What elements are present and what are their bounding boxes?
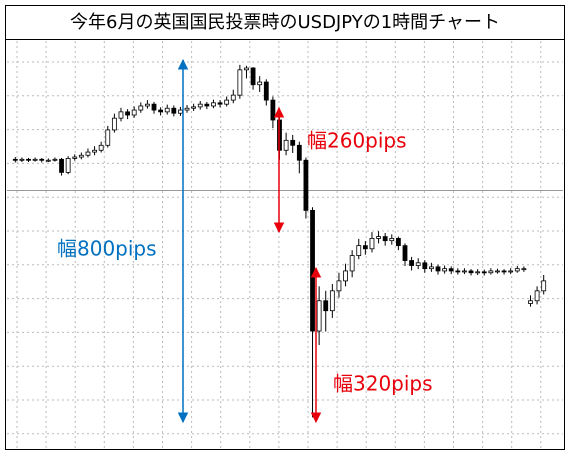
candle-body [336, 280, 342, 292]
candle-body [230, 94, 236, 101]
candle-body [395, 237, 401, 247]
candle-body [369, 237, 375, 250]
candle-body [362, 245, 368, 250]
candle-body [244, 67, 249, 71]
candle-body [442, 268, 448, 272]
candle-body [250, 67, 256, 86]
candle-body [462, 270, 467, 273]
candle-body [323, 300, 329, 312]
candle-body [343, 270, 348, 282]
candle-body [521, 268, 527, 271]
candle-body [138, 105, 144, 111]
candle-body [12, 158, 18, 161]
annotation: 幅320pips [333, 372, 433, 396]
candle-body [435, 266, 441, 272]
candle-body [329, 290, 335, 312]
candle-body [501, 270, 507, 273]
candle-body [495, 270, 500, 273]
candle-body [145, 103, 150, 107]
grid [7, 41, 563, 448]
candle-body [422, 262, 428, 270]
candle-body [19, 158, 25, 161]
candle-body [290, 139, 296, 146]
candle-body [98, 144, 104, 151]
candle-body [85, 151, 91, 156]
candle-body [52, 158, 58, 161]
candle-body [376, 236, 381, 239]
candle-body [257, 81, 263, 86]
candle-body [263, 81, 269, 101]
candle-body [211, 102, 216, 107]
candle-body [409, 260, 414, 266]
candle-body [296, 144, 302, 161]
candle-body [184, 107, 190, 111]
candle-body [415, 262, 421, 266]
candle-body [237, 69, 243, 96]
candle-body [78, 154, 84, 158]
candle-body [402, 245, 408, 261]
candle-body [197, 103, 203, 108]
candle-body [303, 159, 309, 211]
candle-body [151, 103, 157, 111]
candle-body [310, 209, 315, 332]
candle-body [92, 149, 97, 153]
candle-body [45, 159, 51, 162]
candle-body [514, 268, 520, 272]
candle-body [171, 107, 177, 114]
candle-body [349, 255, 355, 272]
candle-body [118, 111, 124, 119]
candle-body [488, 270, 494, 274]
candle-body [72, 156, 78, 159]
annotation: 幅800pips [57, 237, 157, 261]
candle-body [455, 270, 461, 273]
candle-body [32, 158, 38, 161]
candle-body [164, 107, 170, 113]
candle-body [316, 300, 322, 332]
candle-body [429, 266, 434, 270]
candle-body [204, 103, 210, 107]
candle-body [224, 99, 230, 105]
candle-body [283, 139, 289, 151]
candle-body [270, 99, 276, 121]
candle-body [475, 271, 481, 274]
annotation: 幅260pips [307, 129, 407, 153]
candle-body [125, 111, 130, 116]
candle-body [528, 300, 533, 304]
candle-body [191, 106, 197, 109]
candle-body [217, 102, 223, 105]
frame [5, 5, 565, 450]
candle-body [131, 109, 137, 116]
candle-body [481, 271, 487, 274]
candle-body [26, 158, 31, 161]
candle-body [448, 268, 454, 272]
candle-body [59, 158, 64, 173]
candle-body [39, 158, 45, 161]
candle-body [541, 280, 547, 292]
candle-body [158, 109, 164, 113]
candle-body [382, 236, 388, 242]
candle-body [468, 270, 474, 274]
candle-body [178, 109, 183, 114]
candle-body [534, 290, 540, 302]
candle-body [389, 237, 395, 242]
candle-body [111, 117, 117, 131]
candle-body [356, 245, 362, 256]
candle-body [105, 129, 111, 146]
candle-body [508, 270, 514, 273]
candle-body [65, 158, 71, 173]
chart-title: 今年6月の英国国民投票時のUSDJPYの1時間チャート [70, 12, 500, 33]
